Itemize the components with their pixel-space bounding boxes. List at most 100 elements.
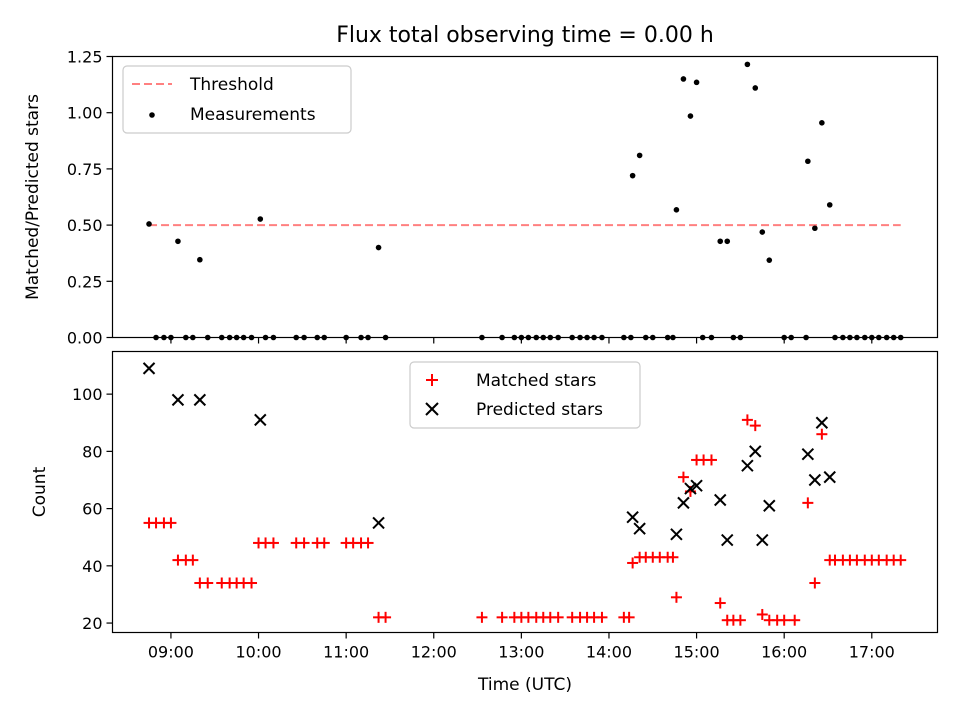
- measurement-point: [636, 152, 643, 159]
- measurement-point: [812, 225, 818, 232]
- predicted-star-point: [633, 522, 646, 535]
- predicted-star-point-b: [633, 522, 646, 535]
- figure-title: Flux total observing time = 0.00 h: [336, 23, 714, 48]
- matched-star-point: [734, 614, 746, 626]
- predicted-star-point: [193, 393, 207, 407]
- predicted-star-point-b: [714, 493, 727, 507]
- y-tick-label: 100: [72, 385, 103, 404]
- y-tick-label: 0.50: [67, 216, 103, 235]
- predicted-star-point-b: [626, 510, 639, 524]
- matched-star-point: [670, 591, 682, 603]
- predicted-star-point-b: [749, 445, 762, 458]
- predicted-star-point: [684, 482, 697, 495]
- y-tick-label: 1.00: [67, 104, 103, 123]
- ratio-legend: Threshold Measurements: [122, 65, 352, 134]
- predicted-star-point-b: [372, 516, 385, 530]
- measurement-point: [673, 207, 680, 213]
- predicted-star-point: [815, 416, 829, 429]
- count-data: [142, 362, 907, 626]
- measurement-point: [819, 120, 825, 126]
- measurement-point: [805, 158, 811, 165]
- matched-star-point: [318, 537, 330, 549]
- matched-star-point: [778, 614, 790, 626]
- matched-star-point: [749, 420, 761, 432]
- y-tick-label: 0.25: [67, 272, 103, 291]
- measurement-point: [717, 238, 724, 245]
- predicted-star-point-b: [808, 473, 822, 487]
- matched-star-point: [627, 557, 639, 569]
- matched-star-point: [202, 577, 214, 589]
- y-tick-label: 1.25: [67, 48, 103, 67]
- predicted-star-point-b: [670, 528, 683, 541]
- ratio-legend-box: [122, 65, 352, 134]
- predicted-star-point: [142, 362, 156, 375]
- x-axis-label: Time (UTC): [477, 675, 572, 695]
- predicted-star-point: [677, 496, 690, 510]
- measurement-point: [629, 172, 636, 179]
- predicted-star-point: [254, 413, 267, 427]
- predicted-star-point-b: [690, 479, 703, 492]
- measurement-point: [752, 85, 759, 91]
- predicted-star-point-b: [171, 393, 185, 407]
- predicted-star-point: [714, 493, 727, 507]
- predicted-star-point: [823, 470, 836, 484]
- measurements-legend-label: Measurements: [190, 105, 316, 125]
- predicted-star-point: [756, 533, 769, 547]
- predicted-legend-marker: [425, 402, 439, 416]
- predicted-star-point: [749, 445, 762, 458]
- threshold-legend-label: Threshold: [189, 75, 274, 95]
- matched-star-point: [741, 414, 753, 426]
- count-legend-box: [409, 361, 641, 429]
- matched-legend-label: Matched stars: [476, 371, 596, 391]
- x-tick-label: 14:00: [586, 643, 632, 662]
- measurement-point: [693, 79, 700, 86]
- count-y-axis-label: Count: [30, 466, 50, 517]
- measurement-point: [826, 202, 833, 208]
- predicted-star-point-b: [721, 533, 734, 547]
- matched-star-point: [809, 577, 821, 589]
- predicted-star-point-b: [815, 416, 829, 429]
- ratio-y-axis-label: Matched/Predicted stars: [23, 94, 43, 300]
- measurements-legend-marker: [149, 112, 155, 118]
- ratio-axes-frame: [111, 55, 939, 339]
- measurement-point: [375, 244, 382, 251]
- matched-star-point: [246, 577, 258, 589]
- matched-legend-marker: [426, 374, 438, 386]
- matched-star-point: [895, 554, 907, 566]
- predicted-star-point: [808, 473, 822, 487]
- matched-star-point: [267, 537, 279, 549]
- matched-star-point: [802, 497, 814, 509]
- predicted-star-point-b: [756, 533, 769, 547]
- predicted-star-point: [171, 393, 185, 407]
- matched-star-point: [789, 614, 801, 626]
- predicted-star-point-b: [684, 482, 697, 495]
- measurement-point: [744, 61, 751, 68]
- matched-star-point: [705, 454, 717, 466]
- count-legend: Matched stars Predicted stars: [409, 361, 641, 429]
- predicted-star-point-b: [763, 499, 776, 512]
- predicted-star-point: [690, 479, 703, 492]
- predicted-star-point-b: [193, 393, 207, 407]
- predicted-star-point: [763, 499, 776, 512]
- matched-star-point: [362, 537, 374, 549]
- ratio-panel: 0.00 0.25 0.50 0.75 1.00 1.25 Matched/Predict…: [23, 48, 939, 348]
- count-axes-frame: [111, 350, 939, 634]
- predicted-star-point: [721, 533, 734, 547]
- matched-star-point: [496, 611, 508, 623]
- predicted-star-point: [372, 516, 385, 530]
- predicted-star-point: [626, 510, 639, 524]
- x-tick-label: 17:00: [849, 643, 895, 662]
- matched-star-point: [187, 554, 199, 566]
- matched-star-point: [476, 611, 488, 623]
- predicted-star-point: [741, 459, 754, 472]
- ratio-ticks: 0.00 0.25 0.50 0.75 1.00 1.25: [67, 48, 873, 348]
- predicted-star-point-b: [823, 470, 836, 484]
- measurement-point: [146, 221, 152, 227]
- matched-star-point: [380, 611, 392, 623]
- measurement-point: [197, 256, 203, 263]
- predicted-star-point-b: [801, 448, 815, 461]
- x-tick-label: 10:00: [235, 643, 281, 662]
- measurement-point: [257, 216, 264, 222]
- measurement-point: [724, 238, 731, 245]
